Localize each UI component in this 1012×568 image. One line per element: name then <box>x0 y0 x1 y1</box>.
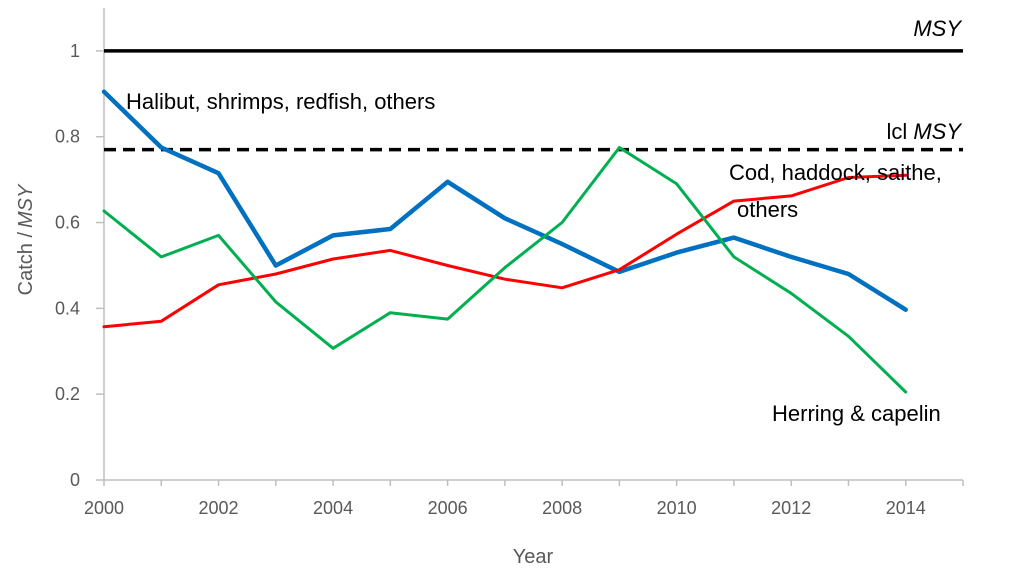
x-tick-label: 2002 <box>199 498 239 518</box>
cod-series-label-line2: others <box>737 197 798 222</box>
y-axis-title-plain: Catch / <box>15 232 37 296</box>
x-tick-label: 2000 <box>84 498 124 518</box>
x-tick-label: 2014 <box>886 498 926 518</box>
x-tick-marks <box>103 480 964 486</box>
reference-lines <box>104 49 963 152</box>
y-tick-label: 0.2 <box>55 384 80 404</box>
x-tick-label: 2008 <box>542 498 582 518</box>
y-tick-label: 0.6 <box>55 213 80 233</box>
msy-label: MSY <box>913 16 962 41</box>
y-tick-label: 1 <box>70 41 80 61</box>
lcl-msy-label-prefix: lcl <box>887 119 908 144</box>
x-tick-label: 2010 <box>657 498 697 518</box>
halibut-series-line <box>101 89 908 312</box>
x-tick-label: 2012 <box>771 498 811 518</box>
halibut-series-label: Halibut, shrimps, redfish, others <box>126 89 435 114</box>
series-lines <box>101 89 908 394</box>
y-axis-title-italic: MSY <box>15 183 37 228</box>
cod-series-label-line1: Cod, haddock, saithe, <box>729 160 942 185</box>
y-tick-marks <box>96 50 104 481</box>
x-tick-label: 2004 <box>313 498 353 518</box>
x-axis-title: Year <box>513 546 554 568</box>
herring-series-label: Herring & capelin <box>772 401 941 426</box>
y-tick-label: 0 <box>70 470 80 490</box>
y-tick-label: 0.4 <box>55 298 80 318</box>
y-axis-title: Catch / MSY <box>15 183 37 295</box>
x-tick-label: 2006 <box>428 498 468 518</box>
lcl-msy-label: lcl MSY <box>887 119 963 144</box>
herring-series-line <box>102 146 908 394</box>
cod-series-line <box>102 173 908 329</box>
x-tick-labels: 2000 2002 2004 2006 2008 2010 2012 2014 <box>84 498 926 518</box>
y-tick-labels: 0 0.2 0.4 0.6 0.8 1 <box>55 41 80 490</box>
y-tick-label: 0.8 <box>55 127 80 147</box>
lcl-msy-label-italic: MSY <box>913 119 962 144</box>
